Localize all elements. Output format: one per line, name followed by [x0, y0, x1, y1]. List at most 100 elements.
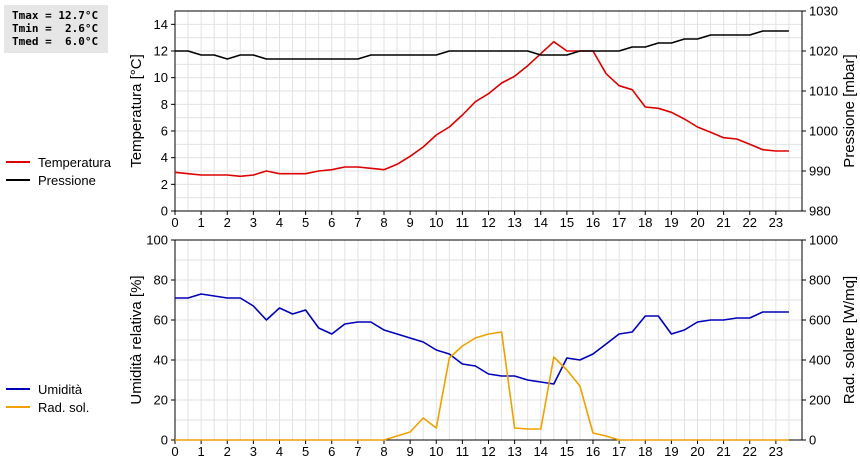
y2-tick-label: 600: [809, 313, 831, 328]
x-tick-label: 19: [664, 444, 678, 459]
y-tick-label: 80: [154, 273, 168, 288]
x-tick-label: 17: [612, 444, 626, 459]
x-tick-label: 10: [429, 215, 443, 230]
x-tick-label: 20: [690, 444, 704, 459]
x-tick-label: 9: [407, 444, 414, 459]
x-tick-label: 23: [769, 444, 783, 459]
legend-label: Umidità: [38, 381, 83, 397]
y2-tick-label: 0: [809, 433, 816, 448]
x-tick-label: 6: [328, 215, 335, 230]
y2-tick-label: 1030: [809, 4, 838, 19]
legend-label: Pressione: [38, 172, 96, 188]
legend-item-rad-sol: Rad. sol.: [6, 398, 89, 416]
x-tick-label: 18: [638, 215, 652, 230]
x-tick-label: 6: [328, 444, 335, 459]
x-tick-label: 1: [198, 444, 205, 459]
x-tick-label: 11: [456, 215, 470, 230]
legend-bottom: Umidità Rad. sol.: [6, 380, 89, 416]
x-tick-label: 15: [560, 444, 574, 459]
stat-tmin: Tmin = 2.6°C: [12, 22, 99, 35]
y2-tick-label: 1020: [809, 44, 838, 59]
series-line-temperatura: [174, 40, 789, 178]
x-tick-label: 4: [276, 215, 283, 230]
legend-item-umidita: Umidità: [6, 380, 89, 398]
x-tick-label: 18: [638, 444, 652, 459]
y-axis-title: Umidità relativa [%]: [128, 275, 145, 404]
x-tick-label: 20: [690, 215, 704, 230]
y-tick-label: 0: [161, 433, 168, 448]
legend-swatch: [6, 388, 30, 390]
legend-label: Rad. sol.: [38, 399, 90, 415]
x-tick-label: 17: [612, 215, 626, 230]
legend-swatch: [6, 161, 30, 163]
series-line-umidit: [175, 293, 789, 385]
stat-tmed: Tmed = 6.0°C: [12, 35, 99, 48]
x-tick-label: 13: [507, 215, 521, 230]
x-tick-label: 21: [716, 215, 730, 230]
stats-box: Tmax = 12.7°C Tmin = 2.6°C Tmed = 6.0°C: [4, 5, 108, 53]
y-tick-label: 0: [161, 204, 168, 219]
x-tick-label: 19: [664, 215, 678, 230]
x-tick-label: 7: [354, 444, 361, 459]
x-tick-label: 22: [743, 444, 757, 459]
x-tick-label: 8: [380, 444, 387, 459]
x-tick-label: 13: [507, 444, 521, 459]
x-tick-label: 16: [586, 215, 600, 230]
legend-swatch: [6, 179, 30, 181]
legend-label: Temperatura: [38, 154, 111, 170]
x-tick-label: 8: [380, 215, 387, 230]
x-tick-label: 23: [769, 215, 783, 230]
y-tick-label: 6: [161, 124, 168, 139]
y-tick-label: 2: [161, 177, 168, 192]
legend-top: Temperatura Pressione: [6, 153, 111, 189]
x-tick-label: 5: [302, 215, 309, 230]
x-tick-label: 22: [743, 215, 757, 230]
y2-tick-label: 200: [809, 393, 831, 408]
y-tick-label: 10: [154, 70, 168, 85]
y-tick-label: 20: [154, 393, 168, 408]
stat-tmax: Tmax = 12.7°C: [12, 9, 99, 22]
y-tick-label: 40: [154, 353, 168, 368]
x-tick-label: 5: [302, 444, 309, 459]
x-tick-label: 16: [586, 444, 600, 459]
x-tick-label: 9: [407, 215, 414, 230]
y2-tick-label: 1010: [809, 84, 838, 99]
y2-tick-label: 1000: [809, 233, 838, 248]
x-tick-label: 21: [716, 444, 730, 459]
series-line-pressione: [175, 30, 789, 60]
x-tick-label: 2: [224, 444, 231, 459]
y-tick-label: 100: [146, 233, 168, 248]
x-tick-label: 12: [481, 215, 495, 230]
y-axis-title: Temperatura [°C]: [128, 54, 145, 168]
x-tick-label: 14: [534, 215, 548, 230]
x-tick-label: 0: [171, 444, 178, 459]
x-tick-label: 12: [481, 444, 495, 459]
x-tick-label: 10: [429, 444, 443, 459]
x-tick-label: 1: [198, 215, 205, 230]
y2-tick-label: 990: [809, 164, 831, 179]
legend-swatch: [6, 406, 30, 408]
x-tick-label: 3: [250, 215, 257, 230]
y-tick-label: 14: [154, 17, 168, 32]
x-tick-label: 0: [171, 215, 178, 230]
y-tick-label: 12: [154, 44, 168, 59]
y-tick-label: 8: [161, 97, 168, 112]
y2-tick-label: 980: [809, 204, 831, 219]
y-tick-label: 4: [161, 150, 168, 165]
x-tick-label: 2: [224, 215, 231, 230]
x-tick-label: 4: [276, 444, 283, 459]
y2-tick-label: 400: [809, 353, 831, 368]
y2-axis-title: Rad. solare [W/mq]: [841, 276, 858, 404]
x-tick-label: 11: [456, 444, 470, 459]
y2-axis-title: Pressione [mbar]: [841, 54, 858, 167]
x-tick-label: 3: [250, 444, 257, 459]
y2-tick-label: 1000: [809, 124, 838, 139]
y2-tick-label: 800: [809, 273, 831, 288]
series-line-rad-sol: [175, 331, 789, 441]
legend-item-temperatura: Temperatura: [6, 153, 111, 171]
y-tick-label: 60: [154, 313, 168, 328]
x-tick-label: 7: [354, 215, 361, 230]
legend-item-pressione: Pressione: [6, 171, 111, 189]
